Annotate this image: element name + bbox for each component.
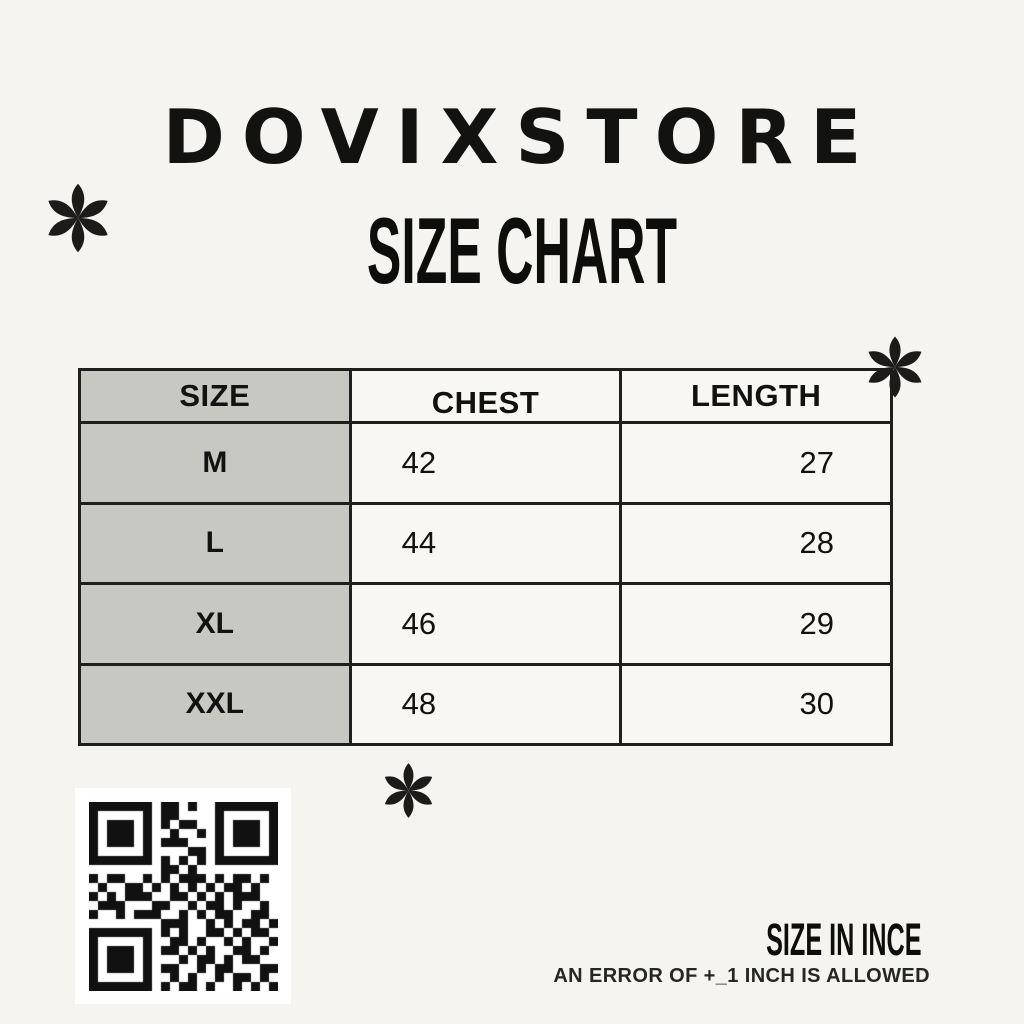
column-header-size: SIZE <box>78 368 352 424</box>
asterisk-icon <box>41 181 115 255</box>
asterisk-icon <box>379 761 438 820</box>
asterisk-icon <box>862 334 928 400</box>
table-row: XL 46 29 <box>78 582 893 666</box>
table-row: M 42 27 <box>78 421 893 505</box>
length-cell: 28 <box>619 501 893 585</box>
qr-code <box>75 788 291 1004</box>
chest-cell: 44 <box>348 501 623 585</box>
chest-cell: 48 <box>348 662 623 746</box>
column-header-length: LENGTH <box>619 368 893 424</box>
column-header-chest: CHEST <box>348 368 623 424</box>
table-row: L 44 28 <box>78 501 893 585</box>
chest-cell: 46 <box>348 582 623 666</box>
table-header-row: SIZE CHEST LENGTH <box>78 368 893 424</box>
size-chart-table: SIZE CHEST LENGTH M 42 27 L 44 28 XL 46 29 XXL 48 30 <box>78 368 893 746</box>
size-cell: M <box>78 421 352 505</box>
length-cell: 29 <box>619 582 893 666</box>
size-cell: XL <box>78 582 352 666</box>
chest-cell: 42 <box>348 421 623 505</box>
tolerance-note: AN ERROR OF +_1 INCH IS ALLOWED <box>553 965 930 987</box>
table-row: XXL 48 30 <box>78 662 893 746</box>
unit-title: SIZE IN INCE <box>766 914 922 965</box>
size-cell: L <box>78 501 352 585</box>
unit-title-wrap: SIZE IN INCE <box>644 917 922 962</box>
length-cell: 27 <box>619 421 893 505</box>
page-title-wrap: SIZE CHART <box>0 204 1024 298</box>
size-cell: XXL <box>78 662 352 746</box>
brand-title: DOVIXSTORE <box>162 93 879 181</box>
qr-canvas <box>88 801 278 991</box>
page-title: SIZE CHART <box>366 198 678 303</box>
length-cell: 30 <box>619 662 893 746</box>
